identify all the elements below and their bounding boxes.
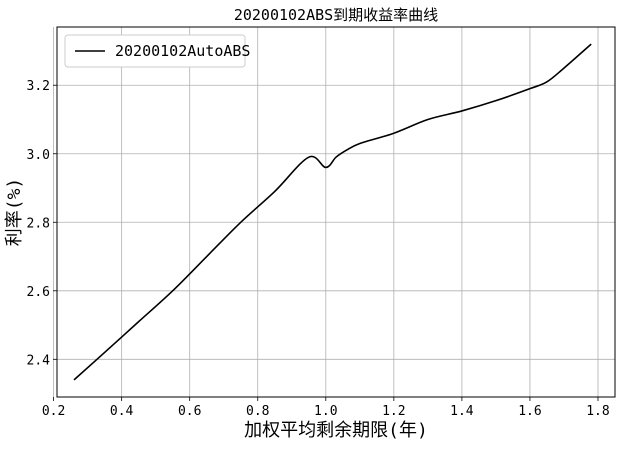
chart-title: 20200102ABS到期收益率曲线 [234,6,438,24]
x-tick-label: 0.4 [110,404,134,419]
x-tick-label: 1.6 [518,404,541,419]
series-layer [73,43,592,381]
y-tick-label: 3.0 [27,148,50,163]
axis-ticks: 0.2 0.4 0.6 0.8 1.0 1.2 1.4 1.6 1.8 2.4 2.6 2.8 3.0 3… [27,79,610,419]
series-line [73,43,592,381]
legend: 20200102AutoABS [64,34,250,68]
x-tick-label: 0.6 [178,404,201,419]
x-tick-label: 0.8 [246,404,269,419]
y-tick-label: 2.4 [27,353,51,368]
x-tick-label: 1.0 [314,404,337,419]
plot-area-frame [56,26,616,398]
legend-box [64,34,246,68]
x-tick-label: 1.8 [586,404,609,419]
x-tick-label: 0.2 [42,404,65,419]
x-axis-label: 加权平均剩余期限(年) [244,420,428,441]
x-tick-label: 1.4 [450,404,474,419]
legend-label: 20200102AutoABS [115,42,250,60]
y-tick-label: 2.8 [27,216,50,231]
y-tick-label: 2.6 [27,285,50,300]
x-tick-label: 1.2 [382,404,405,419]
y-axis-label: 利率(%) [4,178,25,247]
y-tick-label: 3.2 [27,79,50,94]
